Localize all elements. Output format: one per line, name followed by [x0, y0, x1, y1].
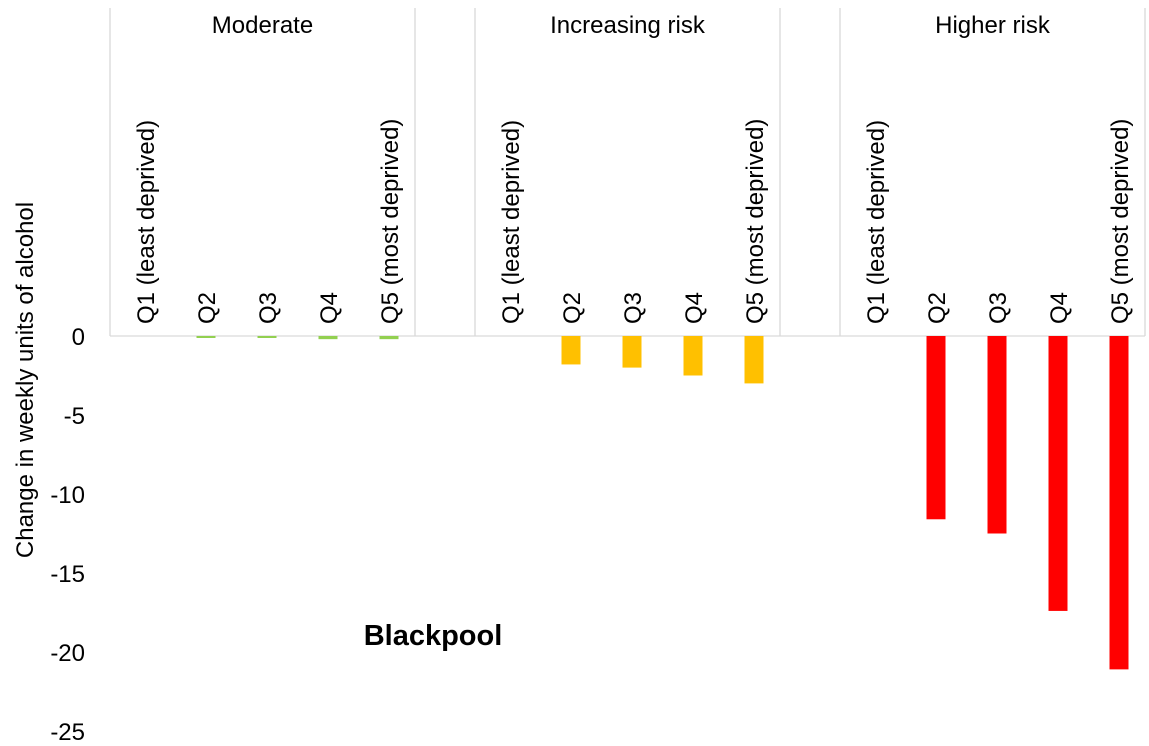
bar — [379, 336, 399, 340]
bar — [987, 336, 1007, 534]
category-label: Q2 — [924, 292, 951, 324]
group-title: Moderate — [212, 12, 313, 39]
y-tick-label: -25 — [50, 719, 85, 746]
bar — [318, 336, 338, 340]
category-label: Q5 (most deprived) — [742, 119, 769, 324]
category-label: Q4 — [681, 292, 708, 324]
y-tick-label: -20 — [50, 640, 85, 667]
y-tick-label: -15 — [50, 561, 85, 588]
panel-higher-risk: Higher risk Q1 (least deprived) Q2 Q3 Q4 Q5 (… — [839, 8, 1146, 670]
category-label: Q3 — [255, 292, 282, 324]
category-label: Q5 (most deprived) — [377, 119, 404, 324]
group-title: Higher risk — [935, 12, 1051, 39]
category-label: Q2 — [559, 292, 586, 324]
y-tick-label: 0 — [72, 324, 85, 351]
bar — [622, 336, 642, 368]
category-label: Q4 — [1046, 292, 1073, 324]
y-axis-label: Change in weekly units of alcohol — [12, 202, 39, 558]
bar — [1048, 336, 1068, 611]
bar — [257, 336, 277, 338]
category-label: Q3 — [620, 292, 647, 324]
bar — [1109, 336, 1129, 670]
bar — [683, 336, 703, 376]
bar — [926, 336, 946, 520]
y-axis-ticks: 0 -5 -10 -15 -20 -25 — [50, 324, 85, 746]
chart-panels: Moderate Q1 (least deprived) Q2 Q3 Q4 Q5 (mos… — [109, 8, 1146, 670]
bar — [561, 336, 581, 365]
category-label: Q5 (most deprived) — [1107, 119, 1134, 324]
category-label: Q3 — [985, 292, 1012, 324]
category-label: Q4 — [316, 292, 343, 324]
bar — [744, 336, 764, 384]
bar — [196, 336, 216, 338]
panel-moderate: Moderate Q1 (least deprived) Q2 Q3 Q4 Q5 (mos… — [109, 8, 475, 340]
category-label: Q1 (least deprived) — [133, 120, 160, 324]
y-tick-label: -5 — [64, 403, 85, 430]
panel-increasing-risk: Increasing risk Q1 (least deprived) Q2 Q3 Q4… — [474, 8, 840, 384]
category-label: Q2 — [194, 292, 221, 324]
chart-annotation: Blackpool — [364, 620, 503, 652]
y-tick-label: -10 — [50, 482, 85, 509]
group-title: Increasing risk — [550, 12, 706, 39]
category-label: Q1 (least deprived) — [498, 120, 525, 324]
category-label: Q1 (least deprived) — [863, 120, 890, 324]
